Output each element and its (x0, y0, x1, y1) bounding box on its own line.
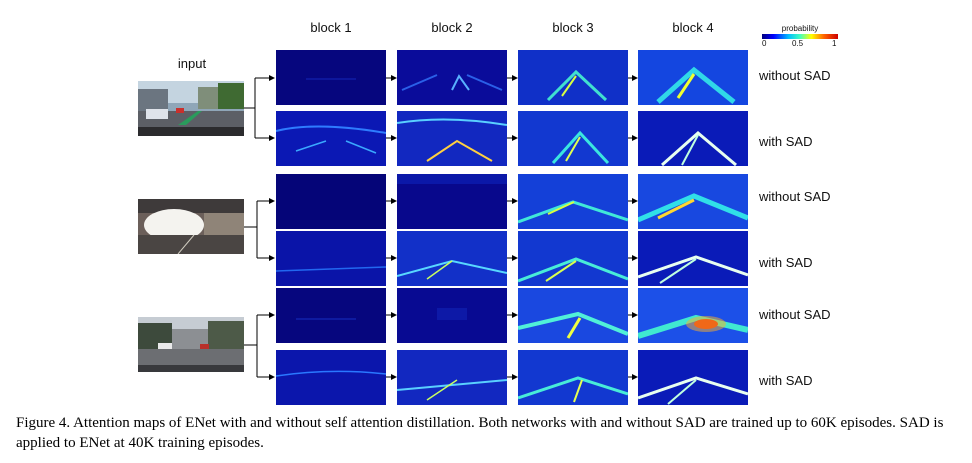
figure-caption: Figure 4. Attention maps of ENet with an… (16, 415, 944, 451)
attention-map-r6-block1 (276, 350, 386, 405)
attention-map-r6-block4 (638, 350, 748, 405)
row-label-2: with SAD (759, 134, 813, 149)
attention-map-r5-block2 (397, 288, 507, 343)
attention-map-r1-block4 (638, 50, 748, 105)
colorbar-gradient (762, 34, 838, 39)
connector-arrows (244, 75, 638, 380)
attention-map-r3-block3 (518, 174, 628, 229)
column-header-block-1: block 1 (310, 20, 352, 35)
row-label-6: with SAD (759, 373, 813, 388)
attention-map-r6-block3 (518, 350, 628, 405)
attention-map-r1-block3 (518, 50, 628, 105)
input-photo-2 (138, 199, 244, 254)
attention-map-r2-block1 (276, 111, 386, 166)
colorbar-tick-1: 1 (832, 39, 837, 48)
colorbar-title: probability (781, 24, 819, 33)
attention-map-r5-block3 (518, 288, 628, 343)
row-label-4: with SAD (759, 255, 813, 270)
column-header-block-2: block 2 (431, 20, 473, 35)
attention-map-r4-block3 (518, 231, 628, 286)
row-label-5: without SAD (759, 307, 831, 322)
attention-map-r4-block4 (638, 231, 748, 286)
attention-map-r2-block4 (638, 111, 748, 166)
row-label-1: without SAD (759, 68, 831, 83)
input-photo-1 (138, 81, 244, 136)
attention-map-r3-block2 (397, 174, 507, 229)
attention-map-r4-block1 (276, 231, 386, 286)
attention-map-r2-block3 (518, 111, 628, 166)
attention-map-r3-block1 (276, 174, 386, 229)
attention-map-r4-block2 (397, 231, 507, 286)
colorbar-tick-0: 0 (762, 39, 767, 48)
input-photo-3 (138, 317, 244, 372)
attention-map-r1-block1 (276, 50, 386, 105)
probability-colorbar: probability 0 0.5 1 (762, 24, 838, 49)
attention-map-r3-block4 (638, 174, 748, 229)
row-label-3: without SAD (759, 189, 831, 204)
attention-map-r5-block4 (638, 288, 748, 343)
attention-map-r6-block2 (397, 350, 507, 405)
column-header-block-3: block 3 (552, 20, 594, 35)
figure: block 1 block 2 block 3 block 4 probabil… (138, 20, 838, 405)
input-label: input (177, 56, 207, 71)
column-header-block-4: block 4 (672, 20, 714, 35)
attention-map-r2-block2 (397, 111, 507, 166)
attention-map-r1-block2 (397, 50, 507, 105)
attention-map-r5-block1 (276, 288, 386, 343)
colorbar-tick-05: 0.5 (792, 39, 804, 48)
